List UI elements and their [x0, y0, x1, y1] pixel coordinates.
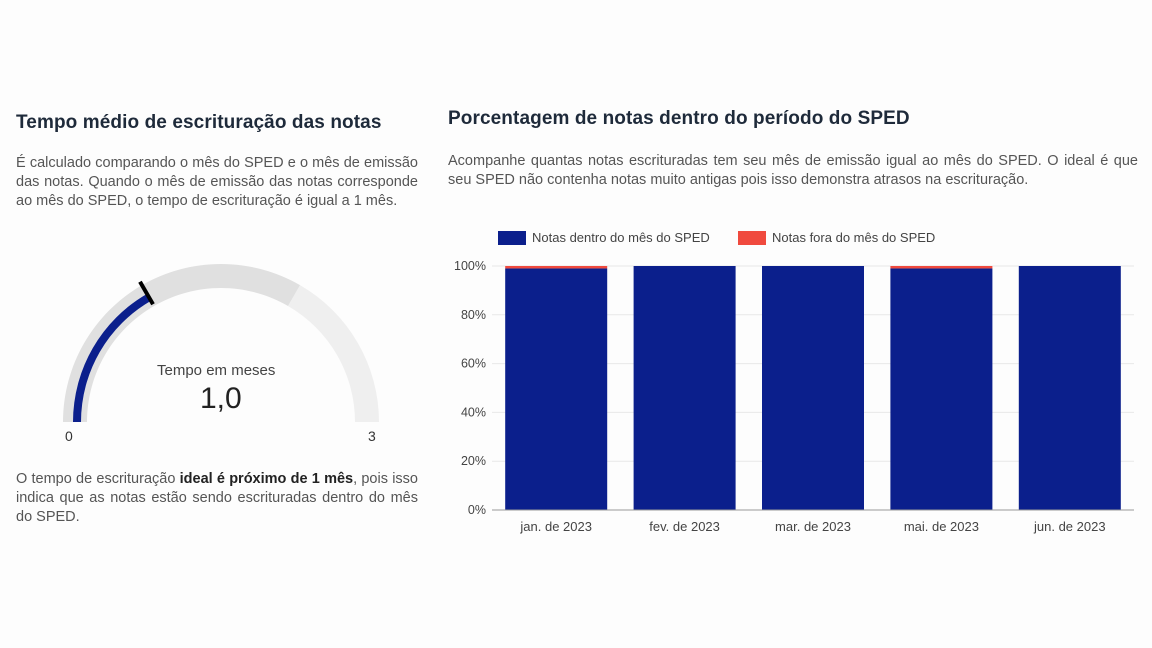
bar-inside: [762, 266, 864, 510]
legend-item-inside: Notas dentro do mês do SPED: [498, 230, 710, 245]
y-tick-label: 20%: [461, 454, 486, 468]
chart-panel-description: Acompanhe quantas notas escrituradas tem…: [448, 153, 1138, 188]
y-tick-label: 40%: [461, 405, 486, 419]
legend-swatch-inside: [498, 230, 526, 245]
gauge-note-bold: ideal é próximo de 1 mês: [179, 471, 354, 487]
gauge: Tempo em meses 1,0 0 3: [16, 262, 418, 452]
gauge-min-label: 0: [65, 428, 73, 444]
legend-label-outside: Notas fora do mês do SPED: [772, 230, 936, 245]
gauge-panel-title: Tempo médio de escrituração das notas: [16, 112, 382, 133]
gauge-svg: [63, 264, 379, 422]
gauge-value: 1,0: [200, 382, 242, 415]
y-tick-label: 0%: [468, 503, 486, 517]
gauge-note: O tempo de escrituração ideal é próximo …: [16, 470, 418, 527]
bar-inside: [890, 268, 993, 510]
x-tick-label: jan. de 2023: [519, 519, 592, 534]
x-tick-label: mai. de 2023: [904, 519, 979, 534]
bar-inside: [633, 266, 736, 510]
gauge-max-label: 3: [368, 428, 376, 444]
legend-item-outside: Notas fora do mês do SPED: [738, 230, 935, 245]
y-tick-label: 80%: [461, 308, 486, 322]
gauge-label: Tempo em meses: [157, 362, 276, 379]
gauge-note-suffix: , pois isso indica que as notas estão se…: [16, 471, 418, 525]
gauge-band-upper: [288, 285, 379, 422]
x-tick-label: mar. de 2023: [775, 519, 851, 534]
legend-swatch-outside: [738, 230, 766, 245]
legend-label-inside: Notas dentro do mês do SPED: [532, 230, 710, 245]
y-tick-label: 60%: [461, 357, 486, 371]
gauge-note-prefix: O tempo de escrituração: [16, 471, 180, 487]
y-tick-label: 100%: [454, 259, 486, 273]
gauge-panel-description: É calculado comparando o mês do SPED e o…: [16, 155, 418, 209]
left-panel: Tempo médio de escrituração das notas É …: [16, 112, 418, 525]
bar-outside: [890, 266, 993, 269]
bar-outside: [505, 266, 608, 269]
bar-inside: [505, 268, 608, 510]
gauge-target-marker: [138, 280, 155, 306]
chart-panel-title: Porcentagem de notas dentro do período d…: [448, 108, 910, 129]
gauge-value-arc: [73, 293, 151, 422]
right-panel: Porcentagem de notas dentro do período d…: [448, 108, 1138, 534]
bar-chart: 0% 20% 40% 60% 80% 100% jan. de 2023 fev. de 20…: [454, 259, 1134, 534]
bar-inside: [1018, 266, 1121, 510]
gauge-band-lower: [63, 264, 300, 422]
x-tick-label: jun. de 2023: [1033, 519, 1106, 534]
x-tick-label: fev. de 2023: [649, 519, 720, 534]
